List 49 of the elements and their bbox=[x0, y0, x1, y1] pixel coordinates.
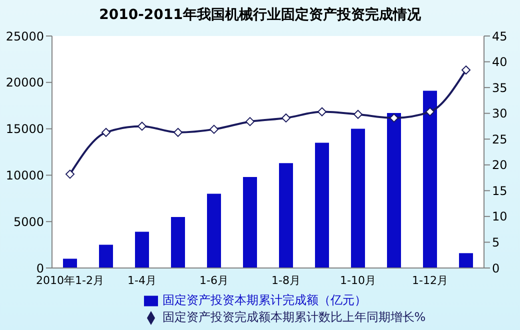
y-tick-label: 5000 bbox=[13, 214, 44, 229]
bar bbox=[171, 216, 185, 268]
chart-title: 2010-2011年我国机械行业固定资产投资完成情况 bbox=[98, 6, 422, 25]
y2-tick-label: 5 bbox=[492, 235, 500, 250]
bar bbox=[351, 128, 365, 268]
point bbox=[210, 124, 218, 134]
legend-label: 固定资产投资完成额本期累计数比上年同期增长% bbox=[162, 310, 426, 324]
y2-tick-label: 40 bbox=[492, 55, 508, 70]
point bbox=[282, 113, 290, 122]
bar bbox=[243, 177, 257, 268]
x-tick-label: 1-12月 bbox=[412, 274, 448, 287]
y2-tick-label: 0 bbox=[492, 261, 500, 276]
y-tick-label: 10000 bbox=[6, 168, 44, 182]
bar bbox=[135, 232, 149, 268]
x-tick-label: 1-10月 bbox=[340, 274, 376, 287]
point bbox=[462, 66, 470, 75]
bar bbox=[459, 253, 473, 268]
bar bbox=[207, 194, 221, 268]
y-tick-label: 25000 bbox=[6, 29, 44, 44]
bar bbox=[63, 258, 77, 268]
y-tick-label: 0 bbox=[36, 261, 44, 276]
x-tick-label: 2010年1-2月 bbox=[36, 274, 104, 287]
x-tick-label: 1-6月 bbox=[200, 274, 228, 287]
bar bbox=[423, 90, 437, 268]
bar bbox=[315, 142, 329, 268]
bar bbox=[387, 113, 401, 268]
bar bbox=[279, 163, 293, 268]
point bbox=[354, 110, 362, 119]
point bbox=[246, 117, 254, 126]
y-tick-label: 20000 bbox=[6, 76, 44, 90]
y2-tick-label: 15 bbox=[492, 184, 508, 198]
x-tick-label: 1-4月 bbox=[128, 274, 156, 287]
point bbox=[174, 128, 182, 137]
x-tick-label: 1-8月 bbox=[272, 274, 300, 287]
y2-tick-label: 30 bbox=[492, 106, 508, 121]
point bbox=[138, 122, 146, 131]
point bbox=[390, 113, 398, 122]
y2-tick-label: 10 bbox=[492, 210, 508, 224]
y2-tick-label: 35 bbox=[492, 80, 508, 95]
point bbox=[66, 170, 74, 179]
y2-tick-label: 25 bbox=[492, 132, 508, 146]
legend-label: 固定资产投资本期累计完成额（亿元） bbox=[162, 293, 366, 307]
y-tick-label: 15000 bbox=[6, 122, 44, 136]
y2-tick-label: 45 bbox=[492, 29, 508, 44]
bar bbox=[99, 244, 113, 268]
point bbox=[426, 107, 434, 116]
point bbox=[102, 128, 110, 137]
point bbox=[318, 107, 326, 116]
y2-tick-label: 20 bbox=[492, 158, 508, 172]
